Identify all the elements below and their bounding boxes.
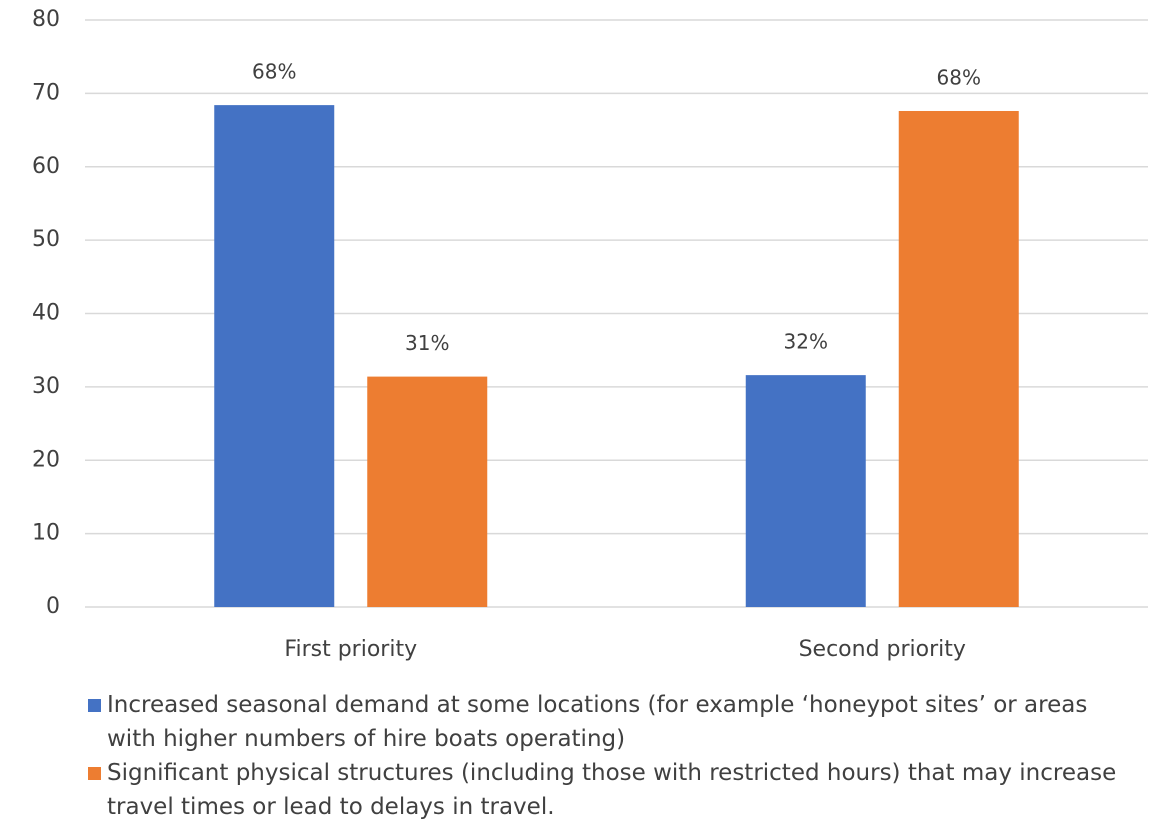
legend-label: Increased seasonal demand at some locati… bbox=[107, 692, 1088, 752]
data-label: 68% bbox=[937, 65, 981, 89]
bar bbox=[214, 105, 335, 608]
bar bbox=[367, 376, 488, 607]
chart: 0 10 20 30 40 50 60 70 80 First priority 68% 31% Sec… bbox=[32, 7, 1148, 662]
y-tick-label: 60 bbox=[32, 154, 60, 179]
y-tick-label: 10 bbox=[32, 521, 60, 546]
y-tick-label: 30 bbox=[32, 374, 60, 399]
bar bbox=[745, 375, 866, 607]
data-label: 68% bbox=[252, 60, 296, 84]
y-tick-label: 0 bbox=[46, 594, 60, 619]
bar bbox=[898, 110, 1019, 608]
x-tick-label: Second priority bbox=[799, 637, 966, 662]
legend: Increased seasonal demand at some locati… bbox=[88, 688, 1128, 824]
y-tick-label: 40 bbox=[32, 301, 60, 326]
legend-swatch bbox=[88, 767, 101, 780]
y-tick-label: 80 bbox=[32, 7, 60, 32]
x-tick-label: First priority bbox=[284, 637, 417, 662]
data-label: 32% bbox=[784, 330, 828, 354]
y-tick-label: 50 bbox=[32, 227, 60, 252]
legend-entry: Significant physical structures (includi… bbox=[88, 756, 1128, 824]
legend-swatch bbox=[88, 699, 101, 712]
legend-label: Significant physical structures (includi… bbox=[107, 760, 1117, 820]
y-tick-label: 70 bbox=[32, 80, 60, 105]
data-label: 31% bbox=[405, 331, 449, 355]
y-tick-label: 20 bbox=[32, 447, 60, 472]
legend-entry: Increased seasonal demand at some locati… bbox=[88, 688, 1128, 756]
